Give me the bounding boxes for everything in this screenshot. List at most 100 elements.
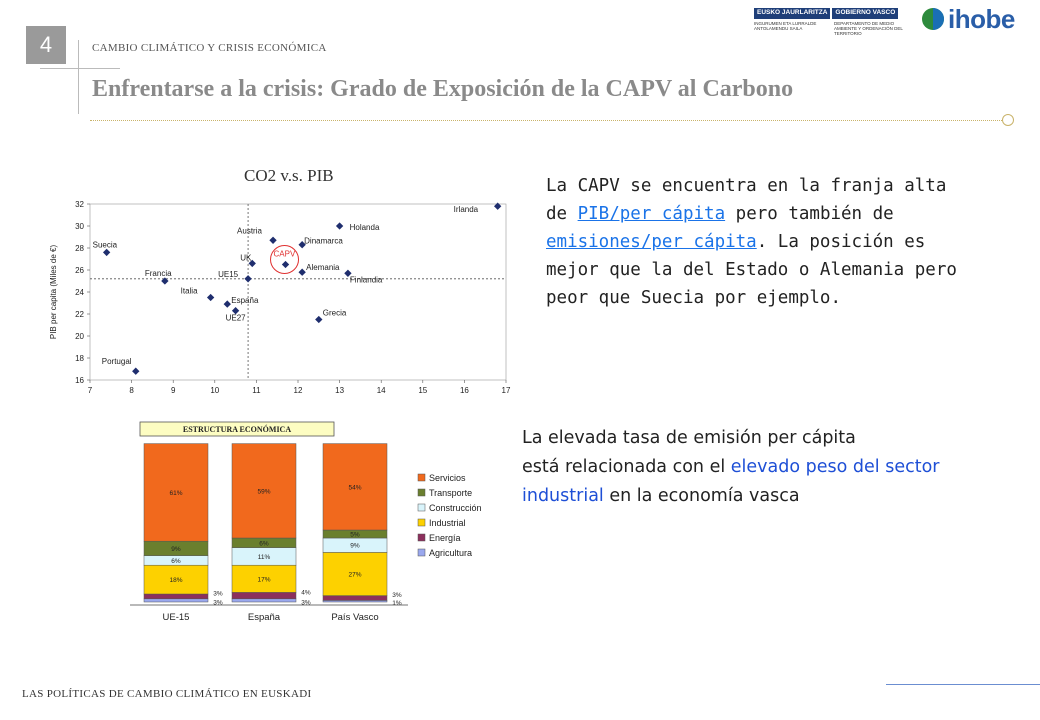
data-point xyxy=(344,269,352,277)
point-label: UE15 xyxy=(218,270,239,279)
pib-per-capita-link[interactable]: PIB/per cápita xyxy=(577,204,726,224)
data-label: 54% xyxy=(348,484,361,491)
slide-number: 4 xyxy=(26,26,66,64)
data-point xyxy=(335,222,344,230)
bar-segment xyxy=(322,552,388,596)
legend-swatch xyxy=(417,488,426,497)
y-tick-label: 24 xyxy=(75,288,84,297)
data-point xyxy=(281,260,290,269)
point-label: Finlandia xyxy=(350,275,383,284)
data-label: 3% xyxy=(213,599,223,606)
data-label: 6% xyxy=(171,558,181,565)
bar-segment xyxy=(231,592,297,600)
data-label: 18% xyxy=(169,577,182,584)
bar-segment xyxy=(231,564,297,593)
decorative-line xyxy=(78,40,79,114)
bar-segment xyxy=(143,598,209,603)
data-label: 9% xyxy=(171,546,181,553)
highlight-text: elevado peso del sector industrial xyxy=(522,457,940,506)
data-label: 3% xyxy=(301,599,311,606)
legend-label: Industrial xyxy=(429,518,466,528)
legend-label: Servicios xyxy=(429,473,466,483)
footer-text: LAS POLÍTICAS DE CAMBIO CLIMÁTICO EN EUS… xyxy=(22,688,312,700)
y-tick-label: 28 xyxy=(75,244,84,253)
x-tick-label: 17 xyxy=(502,386,511,395)
legend-label: Construcción xyxy=(429,503,482,513)
text-line: peor que Suecia por ejemplo. xyxy=(546,288,842,308)
legend-swatch xyxy=(417,473,426,482)
category-label: España xyxy=(248,612,281,623)
text-line: de PIB/per cápita pero también de xyxy=(546,204,894,224)
estructura-economica-chart: ESTRUCTURA ECONÓMICA 3% 3% 18% 6% 9% 61% UE-15 3… xyxy=(130,421,482,623)
data-label: 1% xyxy=(392,600,402,607)
point-label: Francia xyxy=(145,269,172,278)
ihobe-logo: ihobe xyxy=(922,4,1026,34)
point-label: Italia xyxy=(181,287,198,296)
point-label: Grecia xyxy=(323,309,347,318)
y-axis-label: PIB per capita (Miles de €) xyxy=(49,245,58,340)
bar-segment xyxy=(143,443,209,542)
y-tick-label: 26 xyxy=(75,266,84,275)
point-label: Irlanda xyxy=(454,205,479,214)
logo-sub-castellano: DEPARTAMENTO DE MEDIO AMBIENTE Y ORDENAC… xyxy=(834,21,903,36)
x-tick-label: 10 xyxy=(210,386,219,395)
data-point xyxy=(298,241,306,249)
globe-icon xyxy=(922,8,944,30)
point-label: Portugal xyxy=(102,357,132,366)
bar-segment xyxy=(231,598,297,603)
legend-label: Transporte xyxy=(429,488,472,498)
logo-sub-euskera: INGURUMEN ETA LURRALDE ANTOLAMENDU SAILA xyxy=(754,21,817,31)
data-point xyxy=(248,259,256,268)
data-label: 27% xyxy=(348,572,361,579)
legend-label: Agricultura xyxy=(429,548,472,558)
title-divider xyxy=(90,120,1002,121)
co2-pib-scatter-chart: 16 18 20 22 24 26 28 30 32 7 8 9 10 11 12 13 14 15 16 17 PIB… xyxy=(49,200,511,395)
emission-description: La elevada tasa de emisión per cápita es… xyxy=(522,428,940,506)
data-point xyxy=(269,236,277,244)
capv-highlight-circle xyxy=(270,245,300,274)
capv-description: La CAPV se encuentra en la franja alta d… xyxy=(546,172,976,312)
data-point xyxy=(298,268,306,276)
data-label: 5% xyxy=(350,532,360,539)
x-tick-label: 12 xyxy=(294,386,303,395)
emisiones-per-capita-link[interactable]: emisiones/per cápita xyxy=(546,232,757,252)
data-label: 61% xyxy=(169,490,182,497)
text-line: emisiones/per cápita. La posición es xyxy=(546,232,926,252)
bar-segment xyxy=(231,443,297,539)
bar-chart-title-box xyxy=(139,421,335,437)
x-tick-label: 15 xyxy=(418,386,427,395)
data-label: 4% xyxy=(301,590,311,597)
x-tick-label: 7 xyxy=(88,386,93,395)
data-label: 11% xyxy=(258,554,271,561)
y-tick-label: 18 xyxy=(75,354,84,363)
gobierno-vasco-logo: EUSKO JAURLARITZA GOBIERNO VASCO INGURUM… xyxy=(754,8,912,38)
ihobe-wordmark: ihobe xyxy=(948,3,1015,34)
data-point xyxy=(102,248,111,257)
data-label: 9% xyxy=(350,543,360,550)
x-tick-label: 11 xyxy=(252,386,261,395)
data-label: 3% xyxy=(392,592,402,599)
data-label: 17% xyxy=(257,576,270,583)
legend-label: Energía xyxy=(429,533,461,543)
y-tick-label: 16 xyxy=(75,376,84,385)
data-point xyxy=(494,202,502,210)
legend-swatch xyxy=(417,503,426,512)
point-label: Holanda xyxy=(350,223,380,232)
point-label: Suecia xyxy=(93,240,118,249)
data-label: 3% xyxy=(213,590,223,597)
x-tick-label: 9 xyxy=(171,386,176,395)
data-point xyxy=(206,293,215,302)
data-point xyxy=(132,367,140,375)
data-point xyxy=(161,277,169,285)
bar-chart-title: ESTRUCTURA ECONÓMICA xyxy=(183,424,291,434)
x-tick-label: 16 xyxy=(460,386,469,395)
data-label: 59% xyxy=(257,488,270,495)
y-tick-label: 32 xyxy=(75,200,84,209)
text-line: La elevada tasa de emisión per cápita xyxy=(522,428,856,448)
page-title: Enfrentarse a la crisis: Grado de Exposi… xyxy=(92,76,794,102)
text-line: mejor que la del Estado o Alemania pero xyxy=(546,260,957,280)
section-title: CAMBIO CLIMÁTICO Y CRISIS ECONÓMICA xyxy=(92,42,327,54)
point-label: UK xyxy=(240,253,252,262)
scatter-chart-title: CO2 v.s. PIB xyxy=(244,166,334,185)
legend-swatch xyxy=(417,533,426,542)
